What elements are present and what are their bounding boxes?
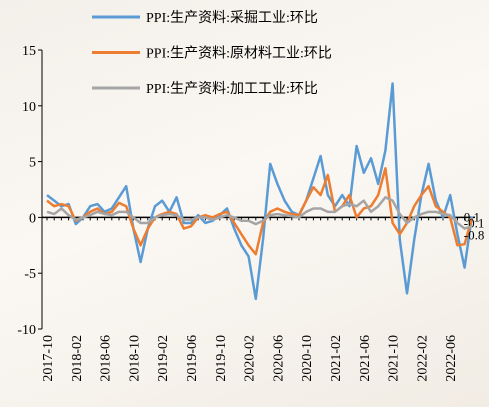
chart: -10 -5 0 5 10 15 2017-10 2018-02 2018-06 2018-10 2… bbox=[0, 0, 489, 407]
x-tick-label: 2022-02 bbox=[415, 335, 430, 382]
legend-label: PPI:生产资料:加工工业:环比 bbox=[146, 81, 318, 97]
x-tick-label: 2020-10 bbox=[300, 335, 315, 382]
legend-label: PPI:生产资料:原材料工业:环比 bbox=[146, 46, 332, 62]
x-tick-label: 2022-06 bbox=[444, 335, 459, 382]
x-tick-label: 2019-06 bbox=[185, 335, 200, 382]
y-tick-label: 10 bbox=[22, 100, 36, 115]
x-tick-label: 2017-10 bbox=[41, 335, 56, 382]
x-tick-label: 2018-02 bbox=[70, 335, 85, 382]
x-tick-label: 2018-06 bbox=[99, 335, 114, 382]
series-line bbox=[47, 168, 472, 254]
y-tick-label: -10 bbox=[17, 323, 36, 338]
x-tick-label: 2020-02 bbox=[243, 335, 258, 382]
x-tick-label: 2021-06 bbox=[358, 335, 373, 382]
y-tick-label: 15 bbox=[22, 44, 36, 59]
series-line bbox=[47, 83, 472, 298]
y-tick-label: 0 bbox=[29, 211, 36, 226]
end-label: -0.8 bbox=[464, 227, 485, 242]
y-tick-label: 5 bbox=[29, 156, 36, 171]
x-tick-label: 2021-02 bbox=[329, 335, 344, 382]
y-tick-label: -5 bbox=[24, 267, 36, 282]
x-tick-label: 2019-02 bbox=[156, 335, 171, 382]
x-tick-label: 2020-06 bbox=[271, 335, 286, 382]
x-tick-label: 2021-10 bbox=[387, 335, 402, 382]
legend-label: PPI:生产资料:采掘工业:环比 bbox=[146, 10, 318, 26]
x-tick-label: 2018-10 bbox=[127, 335, 142, 382]
x-tick-label: 2019-10 bbox=[214, 335, 229, 382]
